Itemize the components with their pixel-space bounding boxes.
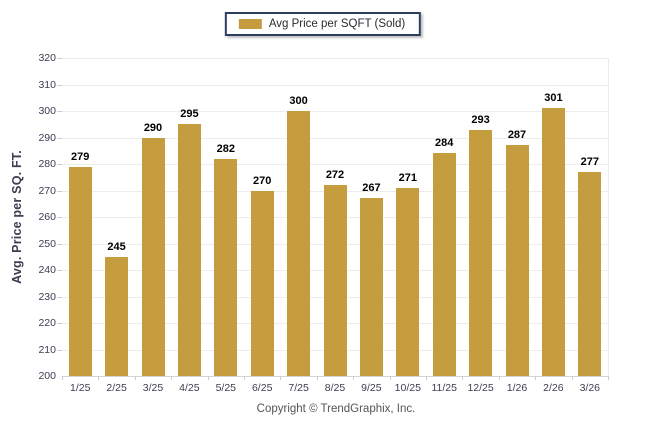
bar <box>396 187 420 376</box>
x-axis-category-label: 1/26 <box>506 382 528 394</box>
bar <box>141 137 165 376</box>
x-axis-category-label: 6/25 <box>251 382 273 394</box>
x-axis-tickmark <box>499 376 500 380</box>
y-axis-tick-label: 250 <box>38 237 56 250</box>
y-axis-tickmark <box>57 270 62 271</box>
x-axis-category-label: 11/25 <box>431 382 457 394</box>
y-axis-tickmark <box>57 190 62 192</box>
x-axis-category-label: 8/25 <box>324 382 346 394</box>
x-axis-tickmark <box>608 376 609 380</box>
y-axis-tick-label: 270 <box>38 184 56 197</box>
x-axis-category-label: 2/26 <box>543 382 564 394</box>
legend-label: Avg Price per SQFT (Sold) <box>268 18 406 30</box>
gridline <box>62 84 608 86</box>
x-axis-tickmark <box>208 376 209 380</box>
plot-area: 279 1/25 245 2/25 290 3/25 295 4/25 282 5/25 270 6/… <box>57 58 609 394</box>
gridline <box>62 137 608 139</box>
x-axis-category-label: 10/25 <box>394 382 421 394</box>
bar-value-label: 301 <box>544 92 563 105</box>
bar <box>287 111 311 376</box>
bar-value-label: 272 <box>325 169 345 182</box>
y-axis-tickmark <box>57 323 62 324</box>
x-axis-tickmark <box>535 376 536 380</box>
y-axis-tick-label: 310 <box>38 78 56 91</box>
bar-value-label: 284 <box>435 137 454 150</box>
legend-swatch-icon <box>238 19 262 29</box>
gridline <box>62 111 608 112</box>
bar <box>214 158 238 376</box>
x-axis-category-label: 3/25 <box>142 382 164 394</box>
bar-value-label: 271 <box>398 171 417 184</box>
x-axis-category-label: 5/25 <box>215 382 237 394</box>
x-axis-tickmark <box>317 376 318 380</box>
x-axis-tickmark <box>62 376 63 380</box>
x-axis-tickmark <box>280 376 281 380</box>
bar <box>105 256 129 376</box>
y-axis-tick-label: 200 <box>38 370 56 382</box>
y-axis-tickmark <box>57 137 62 139</box>
bar <box>359 198 383 376</box>
legend: Avg Price per SQFT (Sold) <box>224 12 422 36</box>
y-axis-tickmark <box>57 111 62 112</box>
y-axis-tickmark <box>57 243 62 245</box>
x-axis-category-label: 7/25 <box>288 382 309 394</box>
x-axis-category-label: 12/25 <box>467 382 494 394</box>
bar-value-label: 267 <box>362 182 381 195</box>
y-axis-tickmark <box>57 349 62 351</box>
y-axis-tickmark <box>57 164 62 165</box>
bar <box>68 166 92 376</box>
bar-value-label: 245 <box>107 240 126 253</box>
y-axis-tick-label: 220 <box>38 317 56 329</box>
y-axis-tick-label: 230 <box>38 290 56 303</box>
bar <box>541 108 565 376</box>
x-axis-category-label: 3/26 <box>579 382 601 394</box>
copyright-text: Copyright © TrendGraphix, Inc. <box>256 403 416 415</box>
y-axis-tick-label: 290 <box>38 131 56 144</box>
y-axis-tickmark <box>57 217 62 218</box>
x-axis-tickmark <box>244 376 245 380</box>
x-axis-category-label: 1/25 <box>69 382 91 394</box>
y-axis-tick-label: 300 <box>38 105 56 117</box>
bar-value-label: 277 <box>580 155 599 168</box>
y-axis-tick-label: 320 <box>38 52 56 64</box>
x-axis-tickmark <box>171 376 172 380</box>
x-axis-tickmark <box>390 376 391 380</box>
y-axis-tick-label: 240 <box>38 264 56 276</box>
x-axis-category-label: 9/25 <box>361 382 382 394</box>
bar <box>250 190 274 376</box>
bar <box>323 185 347 376</box>
gridline <box>62 58 608 59</box>
bar-value-label: 287 <box>507 129 527 142</box>
bar-value-label: 279 <box>71 150 90 163</box>
bar-value-label: 282 <box>216 142 235 155</box>
y-axis-tickmark <box>57 296 62 298</box>
x-axis-tickmark <box>426 376 427 380</box>
bar-value-label: 300 <box>289 95 308 107</box>
y-axis-tick-label: 260 <box>38 211 56 223</box>
y-axis-tickmark <box>57 84 62 86</box>
bar-value-label: 295 <box>180 108 199 121</box>
x-axis-category-label: 4/25 <box>179 382 200 394</box>
x-axis-tickmark <box>135 376 136 380</box>
bar-value-label: 270 <box>253 174 272 187</box>
x-axis-category-label: 2/25 <box>106 382 127 394</box>
bar-value-label: 290 <box>143 121 163 134</box>
y-axis-tickmark <box>57 58 62 59</box>
y-axis-tick-label: 280 <box>38 158 56 170</box>
bar <box>177 124 201 376</box>
x-axis-tickmark <box>462 376 463 380</box>
x-axis-tickmark <box>353 376 354 380</box>
bar <box>578 171 602 376</box>
bar <box>432 153 456 376</box>
x-axis-tickmark <box>572 376 573 380</box>
x-axis-tickmark <box>98 376 99 380</box>
bar <box>505 145 529 376</box>
gridline <box>62 164 608 165</box>
y-axis-tick-labels: 200 210 220 230 240 250 260 270 280 290 300 310 320 <box>20 52 56 382</box>
bar <box>469 129 493 376</box>
y-axis-tick-label: 210 <box>38 343 56 356</box>
bar-value-label: 293 <box>471 113 490 126</box>
